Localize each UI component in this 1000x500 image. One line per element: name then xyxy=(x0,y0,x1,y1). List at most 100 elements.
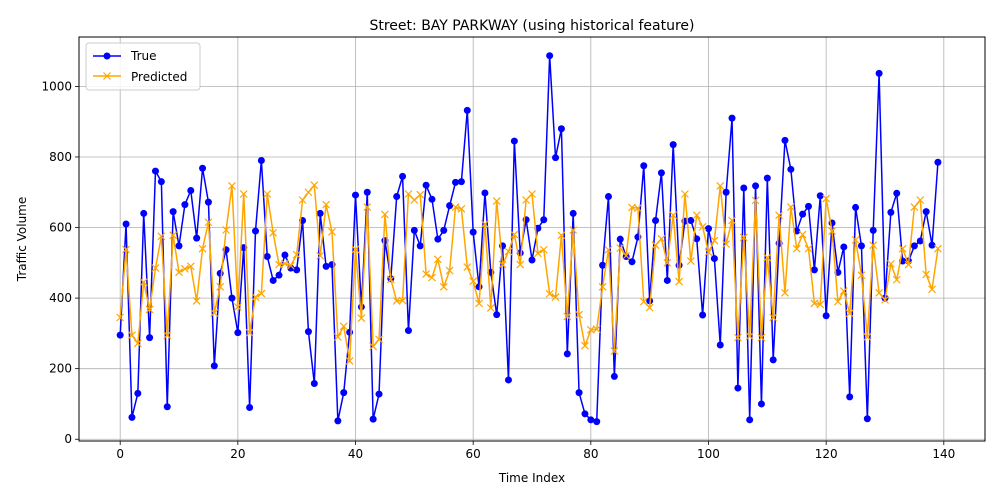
true-point xyxy=(410,226,418,234)
predicted-point xyxy=(839,287,848,295)
predicted-point xyxy=(269,228,278,237)
true-point xyxy=(169,208,177,216)
true-point xyxy=(116,331,124,339)
true-point xyxy=(146,334,154,342)
predicted-point xyxy=(592,325,601,334)
true-point xyxy=(422,181,430,189)
predicted-point xyxy=(375,335,383,344)
true-point xyxy=(740,184,748,192)
true-point xyxy=(128,413,136,421)
predicted-point xyxy=(828,227,836,235)
predicted-point xyxy=(704,248,713,257)
predicted-point xyxy=(457,204,466,213)
true-point xyxy=(310,379,318,387)
true-point xyxy=(163,403,171,411)
predicted-point xyxy=(463,263,472,271)
predicted-point xyxy=(286,261,295,270)
true-point xyxy=(746,416,754,424)
predicted-point xyxy=(910,203,919,211)
predicted-point xyxy=(398,296,407,305)
predicted-point xyxy=(439,282,448,291)
predicted-point xyxy=(128,331,136,340)
predicted-point xyxy=(551,293,560,301)
true-point xyxy=(628,258,636,266)
true-point xyxy=(504,376,512,384)
true-point xyxy=(210,362,218,370)
predicted-point xyxy=(151,264,160,273)
x-tick-label: 60 xyxy=(466,447,481,461)
predicted-point xyxy=(186,262,195,271)
true-point xyxy=(140,209,148,217)
predicted-point xyxy=(422,270,431,279)
predicted-point xyxy=(886,259,895,268)
true-point xyxy=(852,203,860,211)
x-tick-label: 120 xyxy=(815,447,838,461)
predicted-point xyxy=(710,236,719,245)
predicted-point xyxy=(392,296,401,305)
predicted-point xyxy=(263,190,272,198)
true-point xyxy=(263,252,271,260)
true-point xyxy=(610,372,618,380)
predicted-point xyxy=(504,247,513,256)
predicted-point xyxy=(228,181,236,190)
predicted-point xyxy=(722,240,731,249)
predicted-point xyxy=(645,303,654,312)
y-tick-label: 200 xyxy=(49,362,72,376)
predicted-point xyxy=(233,302,242,311)
true-point xyxy=(428,195,436,203)
predicted-point xyxy=(510,230,519,239)
predicted-point xyxy=(881,295,889,304)
predicted-point xyxy=(904,260,913,269)
true-point xyxy=(575,389,583,397)
predicted-point xyxy=(539,245,548,254)
true-point xyxy=(493,311,501,319)
true-point xyxy=(663,276,671,284)
predicted-point xyxy=(345,356,354,365)
series-true xyxy=(116,52,942,426)
predicted-point xyxy=(380,210,389,219)
y-tick-label: 600 xyxy=(49,221,72,235)
true-point xyxy=(693,235,701,243)
predicted-point xyxy=(322,200,331,209)
predicted-point xyxy=(416,190,425,199)
predicted-point xyxy=(292,250,301,259)
predicted-point xyxy=(257,289,266,298)
predicted-point xyxy=(610,347,619,355)
predicted-point xyxy=(563,312,572,321)
predicted-point xyxy=(686,257,695,265)
true-point xyxy=(787,165,795,173)
x-tick-label: 20 xyxy=(230,447,245,461)
predicted-point xyxy=(557,231,566,240)
predicted-point xyxy=(669,211,678,220)
predicted-point xyxy=(786,203,795,211)
true-point xyxy=(369,415,377,423)
predicted-point xyxy=(916,196,925,204)
true-point xyxy=(699,311,707,319)
predicted-point xyxy=(139,278,148,287)
plot-area-frame xyxy=(78,36,986,442)
predicted-point xyxy=(528,190,536,198)
true-point xyxy=(710,255,718,263)
predicted-point xyxy=(657,234,666,243)
predicted-point xyxy=(339,322,348,331)
true-point xyxy=(604,192,612,200)
true-point xyxy=(769,356,777,364)
predicted-point xyxy=(863,332,872,341)
true-point xyxy=(528,256,536,264)
legend-true-label: True xyxy=(130,49,157,63)
true-point xyxy=(352,191,360,199)
predicted-point xyxy=(357,314,366,323)
predicted-point xyxy=(451,203,460,211)
true-point xyxy=(404,327,412,335)
predicted-point xyxy=(492,197,501,205)
true-point xyxy=(587,416,595,424)
predicted-point xyxy=(333,332,342,341)
true-point xyxy=(334,417,342,425)
predicted-point xyxy=(569,226,578,234)
predicted-point xyxy=(898,244,907,253)
true-point xyxy=(581,410,589,418)
true-point xyxy=(569,209,577,217)
predicted-point xyxy=(934,244,942,253)
predicted-point xyxy=(792,244,801,253)
